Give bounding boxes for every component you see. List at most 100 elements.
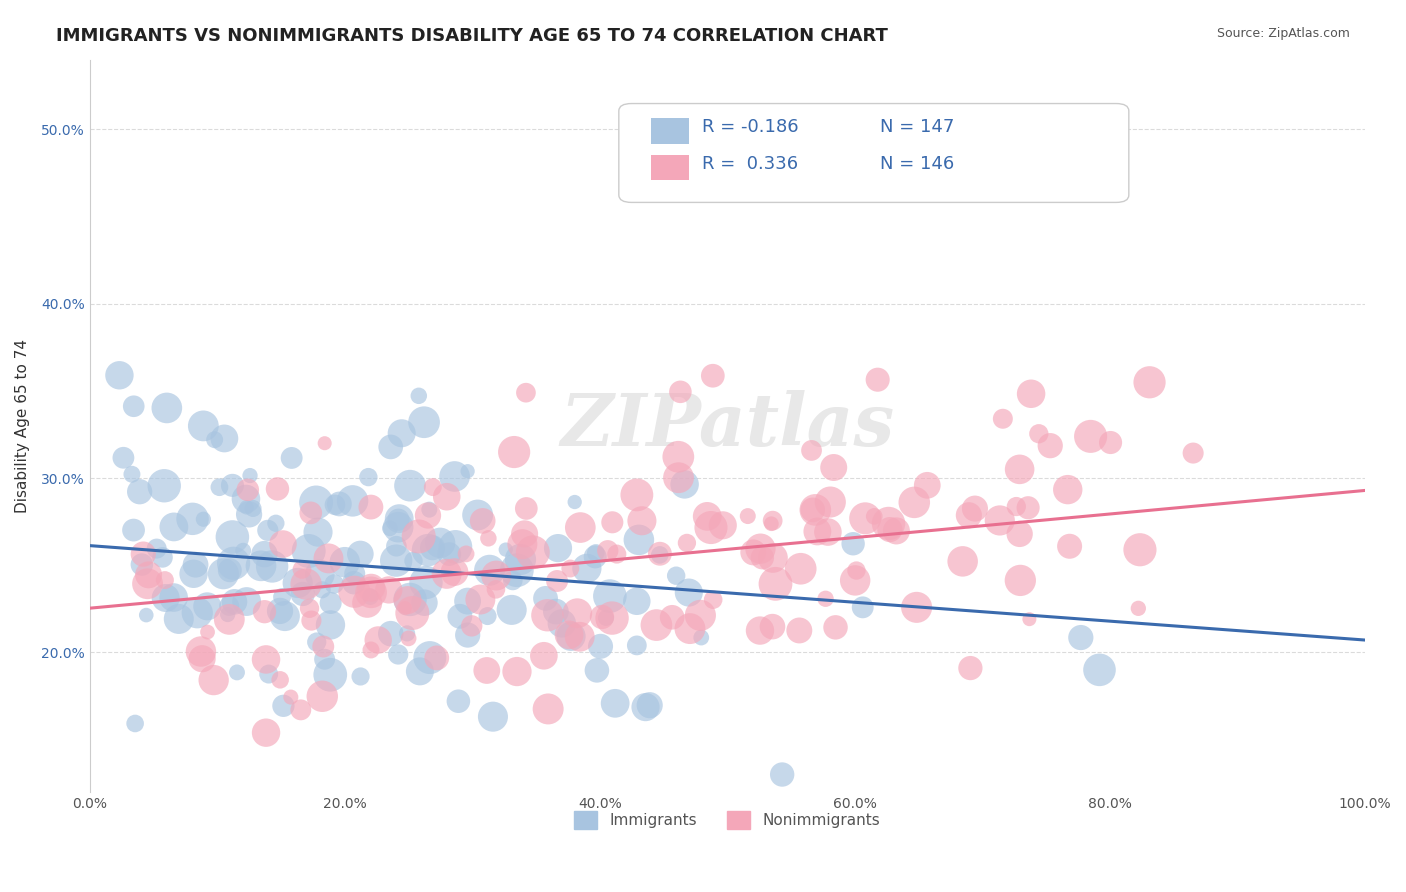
Point	[122, 399, 145, 413]
Point	[599, 589, 621, 603]
Point	[226, 665, 249, 680]
Point	[443, 469, 465, 483]
Point	[153, 479, 176, 493]
Text: R =  0.336: R = 0.336	[702, 154, 797, 172]
Point	[349, 547, 371, 561]
Point	[626, 594, 648, 608]
Point	[202, 673, 225, 687]
Point	[388, 511, 411, 525]
Point	[402, 554, 425, 568]
Point	[485, 568, 508, 582]
Point	[274, 609, 297, 624]
Point	[461, 619, 484, 633]
Point	[308, 567, 330, 582]
Point	[765, 577, 787, 591]
Point	[385, 554, 408, 568]
Point	[167, 612, 190, 626]
Point	[817, 524, 839, 539]
Point	[534, 591, 557, 606]
Point	[212, 566, 235, 581]
Point	[305, 635, 328, 649]
Point	[156, 401, 179, 415]
Point	[700, 520, 723, 534]
Point	[560, 629, 582, 643]
Point	[564, 495, 586, 509]
Point	[1028, 426, 1050, 441]
Point	[323, 577, 346, 591]
Point	[506, 665, 529, 679]
Point	[409, 665, 432, 679]
Point	[634, 700, 657, 714]
Point	[467, 508, 489, 522]
Point	[360, 585, 382, 599]
Point	[605, 696, 627, 710]
Point	[399, 478, 422, 492]
Point	[264, 516, 287, 531]
Y-axis label: Disability Age 65 to 74: Disability Age 65 to 74	[15, 339, 30, 513]
Point	[443, 565, 465, 579]
Point	[1019, 386, 1042, 401]
Point	[1017, 500, 1039, 515]
Point	[668, 471, 690, 485]
Point	[408, 529, 430, 543]
Point	[396, 626, 419, 640]
Point	[399, 592, 422, 607]
Point	[502, 574, 524, 588]
Point	[814, 591, 837, 606]
Point	[477, 532, 499, 546]
Point	[319, 596, 342, 610]
Text: N = 146: N = 146	[880, 154, 955, 172]
Point	[193, 418, 215, 433]
Point	[537, 702, 560, 716]
Point	[485, 582, 508, 597]
Point	[515, 501, 537, 516]
Point	[678, 585, 700, 599]
Point	[181, 512, 204, 526]
Point	[1088, 663, 1111, 677]
FancyBboxPatch shape	[619, 103, 1129, 202]
Point	[551, 616, 574, 631]
Point	[183, 566, 205, 581]
Point	[295, 577, 318, 591]
Point	[356, 596, 378, 610]
Point	[236, 483, 259, 497]
Point	[457, 628, 479, 642]
Point	[391, 426, 413, 441]
Point	[398, 632, 420, 646]
Point	[631, 514, 654, 528]
Point	[307, 525, 329, 540]
Point	[221, 478, 243, 492]
Point	[238, 508, 260, 522]
Point	[879, 523, 901, 537]
Point	[314, 652, 336, 666]
Point	[602, 516, 624, 530]
Point	[214, 432, 236, 446]
Point	[591, 610, 613, 624]
Point	[280, 450, 302, 465]
Point	[242, 501, 264, 516]
Point	[503, 445, 526, 459]
Point	[235, 500, 257, 515]
Point	[886, 524, 908, 538]
Point	[342, 494, 364, 508]
Point	[419, 650, 441, 665]
Point	[343, 575, 366, 590]
Point	[842, 537, 865, 551]
Point	[186, 606, 208, 620]
Point	[257, 667, 280, 681]
Point	[250, 558, 273, 573]
Point	[454, 547, 477, 561]
Point	[844, 574, 866, 588]
Point	[124, 716, 146, 731]
Point	[318, 551, 340, 566]
Point	[163, 591, 186, 605]
FancyBboxPatch shape	[651, 155, 689, 180]
Point	[863, 509, 886, 524]
Point	[232, 543, 254, 558]
Point	[1005, 500, 1028, 514]
Point	[702, 592, 724, 607]
Point	[385, 539, 408, 553]
Point	[422, 480, 444, 494]
Point	[436, 566, 458, 581]
Point	[506, 563, 529, 577]
